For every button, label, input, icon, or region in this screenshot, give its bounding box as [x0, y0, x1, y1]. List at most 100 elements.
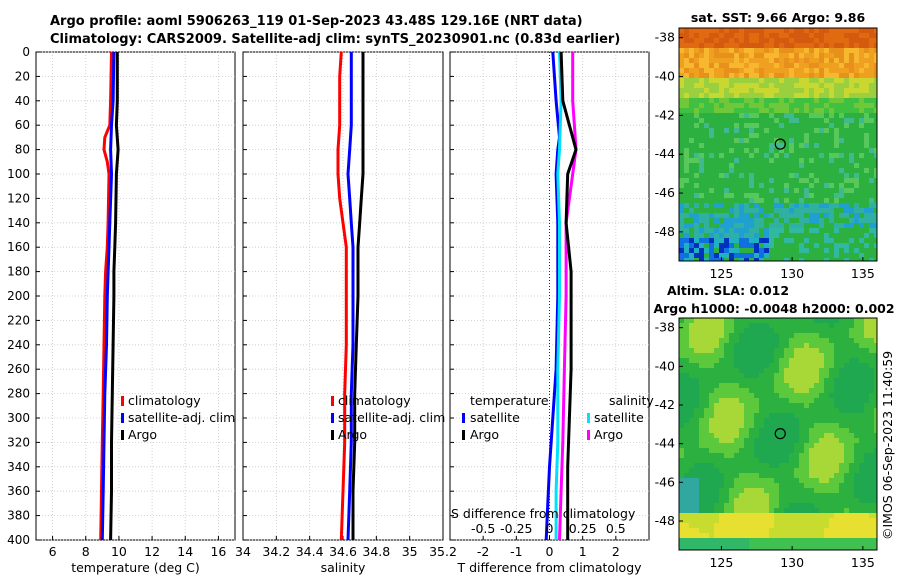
heatmap-cell: [844, 503, 850, 509]
heatmap-cell: [849, 348, 855, 354]
heatmap-cell: [764, 478, 770, 484]
heatmap-cell: [704, 528, 710, 534]
heatmap-cell: [849, 458, 855, 464]
heatmap-cell: [679, 473, 685, 479]
heatmap-cell: [809, 373, 815, 379]
heatmap-cell: [709, 108, 715, 114]
heatmap-cell: [754, 83, 760, 89]
heatmap-cell: [709, 323, 715, 329]
heatmap-cell: [854, 428, 860, 434]
heatmap-cell: [859, 58, 865, 64]
heatmap-cell: [709, 208, 715, 214]
heatmap-cell: [869, 358, 875, 364]
heatmap-cell: [724, 393, 730, 399]
heatmap-cell: [754, 483, 760, 489]
heatmap-cell: [744, 393, 750, 399]
heatmap-cell: [874, 58, 877, 64]
heatmap-cell: [764, 408, 770, 414]
heatmap-cell: [759, 153, 765, 159]
heatmap-cell: [734, 388, 740, 394]
heatmap-cell: [684, 438, 690, 444]
heatmap-cell: [774, 218, 780, 224]
heatmap-cell: [709, 58, 715, 64]
y-tick-label: -48: [655, 513, 675, 528]
heatmap-cell: [744, 353, 750, 359]
heatmap-cell: [764, 248, 770, 254]
heatmap-cell: [874, 548, 877, 550]
heatmap-cell: [874, 533, 877, 539]
heatmap-cell: [819, 428, 825, 434]
heatmap-cell: [719, 428, 725, 434]
heatmap-cell: [769, 433, 775, 439]
heatmap-cell: [754, 473, 760, 479]
heatmap-cell: [839, 378, 845, 384]
depth-tick-label: 0: [22, 45, 30, 59]
heatmap-cell: [679, 63, 685, 69]
heatmap-cell: [754, 513, 760, 519]
heatmap-cell: [754, 73, 760, 79]
heatmap-cell: [824, 363, 830, 369]
heatmap-cell: [779, 453, 785, 459]
heatmap-cell: [709, 53, 715, 59]
heatmap-cell: [704, 398, 710, 404]
heatmap-cell: [864, 518, 870, 524]
heatmap-cell: [729, 373, 735, 379]
heatmap-cell: [729, 463, 735, 469]
heatmap-cell: [679, 408, 685, 414]
heatmap-cell: [754, 548, 760, 550]
heatmap-cell: [704, 468, 710, 474]
heatmap-cell: [774, 498, 780, 504]
heatmap-cell: [719, 353, 725, 359]
heatmap-cell: [804, 388, 810, 394]
heatmap-cell: [684, 483, 690, 489]
x-tick-label: 2: [612, 544, 620, 559]
heatmap-cell: [684, 528, 690, 534]
heatmap-cell: [789, 543, 795, 549]
heatmap-cell: [729, 88, 735, 94]
heatmap-cell: [859, 233, 865, 239]
heatmap-cell: [794, 543, 800, 549]
depth-tick-label: 380: [7, 509, 30, 523]
heatmap-cell: [699, 318, 705, 324]
heatmap-cell: [794, 393, 800, 399]
heatmap-cell: [794, 418, 800, 424]
profile-panel-difference: -2 -1 0 1 2T difference from climatology: [449, 51, 650, 575]
heatmap-cell: [859, 378, 865, 384]
heatmap-cell: [794, 398, 800, 404]
heatmap-cell: [809, 178, 815, 184]
heatmap-cell: [864, 218, 870, 224]
heatmap-cell: [869, 163, 875, 169]
heatmap-cell: [744, 173, 750, 179]
heatmap-cell: [874, 323, 877, 329]
heatmap-cell: [769, 243, 775, 249]
heatmap-cell: [829, 338, 835, 344]
heatmap-cell: [744, 358, 750, 364]
heatmap-cell: [864, 78, 870, 84]
heatmap-cell: [839, 473, 845, 479]
heatmap-cell: [699, 258, 705, 261]
heatmap-cell: [774, 513, 780, 519]
heatmap-cell: [829, 148, 835, 154]
heatmap-cell: [679, 413, 685, 419]
heatmap-cell: [779, 193, 785, 199]
legend-swatch: [121, 413, 124, 423]
heatmap-cell: [709, 358, 715, 364]
heatmap-cell: [734, 78, 740, 84]
heatmap-cell: [784, 398, 790, 404]
heatmap-cell: [754, 428, 760, 434]
heatmap-cell: [759, 168, 765, 174]
heatmap-cell: [719, 88, 725, 94]
heatmap-cell: [804, 178, 810, 184]
heatmap-cell: [834, 83, 840, 89]
heatmap-cell: [859, 148, 865, 154]
heatmap-cell: [844, 518, 850, 524]
heatmap-cell: [774, 143, 780, 149]
heatmap-cell: [864, 33, 870, 39]
heatmap-cell: [844, 218, 850, 224]
heatmap-cell: [759, 463, 765, 469]
heatmap-cell: [774, 38, 780, 44]
heatmap-cell: [729, 368, 735, 374]
heatmap-cell: [684, 253, 690, 259]
heatmap-cell: [809, 393, 815, 399]
heatmap-cell: [719, 38, 725, 44]
